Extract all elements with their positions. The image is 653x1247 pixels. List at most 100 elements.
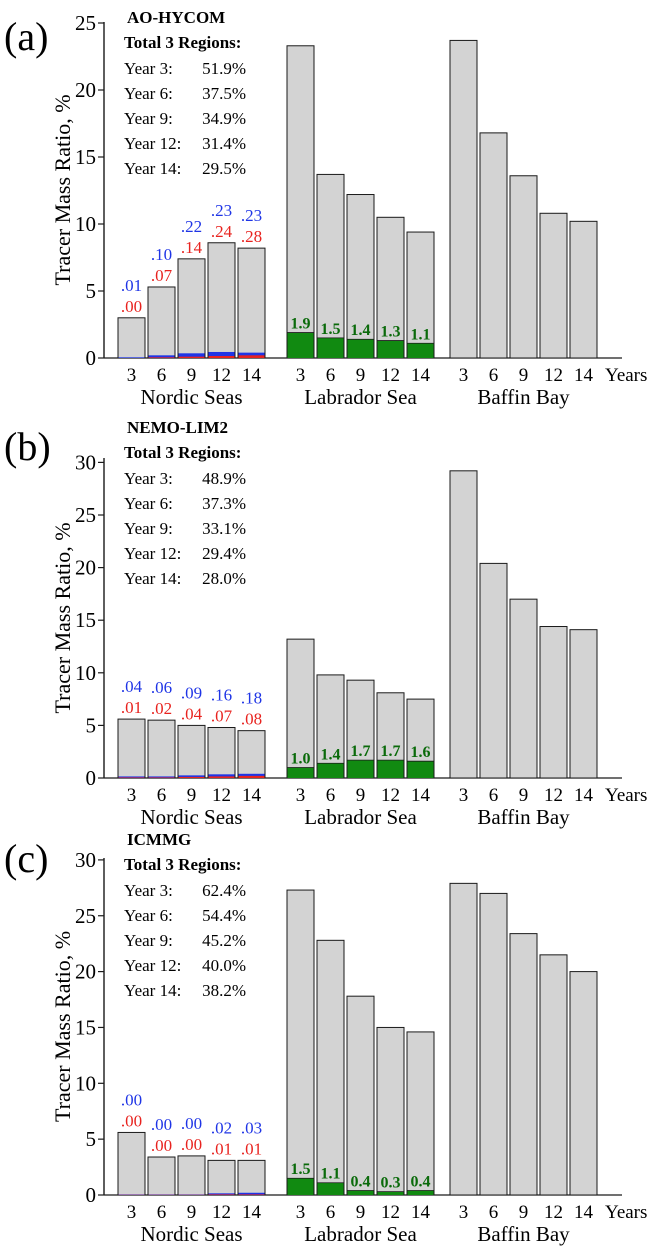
x-tick-label: 14 (242, 785, 262, 806)
bar (479, 132, 508, 359)
summary-year-value: 29.5% (202, 159, 246, 178)
bar (147, 719, 176, 779)
y-tick-label: 25 (75, 503, 96, 527)
summary-year-value: 40.0% (202, 956, 246, 975)
bar (177, 1155, 206, 1196)
y-tick-label: 25 (75, 904, 96, 928)
group-label: Nordic Seas (140, 805, 242, 829)
bar-red-segment (208, 1194, 235, 1195)
summary-year-label: Year 3: (124, 469, 173, 488)
x-tick-label: 6 (326, 365, 336, 386)
bar-red-segment (178, 356, 205, 358)
bar-green-segment (407, 1190, 434, 1195)
bar-green-segment (377, 760, 404, 778)
x-tick-label: 6 (489, 785, 499, 806)
bar (509, 933, 538, 1196)
y-tick-label: 15 (75, 145, 96, 169)
x-tick-label: 12 (212, 785, 231, 806)
x-axis-label: Years (605, 365, 647, 386)
x-tick-label: 14 (242, 1202, 262, 1223)
bar-red-segment (208, 355, 235, 358)
green-data-label: 1.4 (351, 322, 371, 339)
y-tick-label: 0 (86, 766, 97, 790)
x-tick-label: 3 (459, 365, 469, 386)
bar-green-segment (407, 761, 434, 778)
summary-year-label: Year 9: (124, 109, 173, 128)
blue-data-label: .09 (181, 683, 202, 702)
x-tick-label: 12 (212, 365, 231, 386)
x-tick-label: 12 (544, 1202, 563, 1223)
summary-year-label: Year 14: (124, 569, 181, 588)
red-data-label: .14 (181, 238, 203, 257)
x-tick-label: 6 (489, 1202, 499, 1223)
x-axis-label: Years (605, 1202, 647, 1223)
x-tick-label: 6 (326, 785, 336, 806)
green-data-label: 1.7 (351, 743, 371, 760)
y-tick-label: 15 (75, 608, 96, 632)
summary-year-value: 54.4% (202, 906, 246, 925)
x-tick-label: 9 (519, 365, 529, 386)
x-tick-label: 9 (187, 365, 197, 386)
bar (316, 674, 345, 779)
bar (479, 562, 508, 779)
bar (569, 220, 598, 359)
x-tick-label: 14 (574, 785, 594, 806)
panel-label: (a) (4, 14, 48, 59)
summary-heading: Total 3 Regions: (124, 855, 241, 874)
bar-blue-segment (208, 774, 235, 778)
bar (117, 317, 146, 359)
summary-year-value: 45.2% (202, 931, 246, 950)
bar (449, 882, 478, 1196)
y-tick-label: 30 (75, 450, 96, 474)
x-tick-label: 6 (157, 785, 167, 806)
panel-label: (c) (4, 836, 48, 881)
x-tick-label: 3 (296, 365, 306, 386)
red-data-label: .07 (211, 707, 233, 726)
x-tick-label: 6 (157, 1202, 167, 1223)
bar (449, 39, 478, 359)
x-tick-label: 12 (212, 1202, 231, 1223)
x-tick-label: 12 (381, 785, 400, 806)
chart-panel-nemo-lim2: (b) Tracer Mass Ratio, % 0 5 10 15 20 25 30 NEMO-… (4, 418, 647, 829)
x-tick-label: 3 (127, 365, 137, 386)
x-tick-label: 3 (127, 1202, 137, 1223)
green-data-label: 1.6 (411, 744, 431, 761)
bar-red-segment (238, 355, 265, 358)
bar (539, 626, 568, 779)
bar (177, 258, 206, 359)
bar (177, 724, 206, 779)
group-label: Baffin Bay (477, 1222, 570, 1246)
summary-year-value: 28.0% (202, 569, 246, 588)
x-tick-label: 9 (519, 785, 529, 806)
summary-year-label: Year 12: (124, 956, 181, 975)
y-tick-label: 15 (75, 1015, 96, 1039)
summary-year-label: Year 9: (124, 519, 173, 538)
red-data-label: .00 (121, 297, 142, 316)
summary-year-value: 62.4% (202, 881, 246, 900)
y-tick-label: 5 (86, 279, 97, 303)
blue-data-label: .06 (151, 678, 172, 697)
model-title: AO-HYCOM (127, 8, 225, 27)
bar (449, 470, 478, 779)
green-data-label: 0.4 (351, 1174, 371, 1191)
summary-year-value: 34.9% (202, 109, 246, 128)
blue-data-label: .00 (121, 1090, 142, 1109)
bar (237, 730, 266, 779)
bar (346, 194, 375, 359)
bar (207, 242, 236, 359)
x-tick-label: 9 (519, 1202, 529, 1223)
group-label: Labrador Sea (304, 385, 417, 409)
bar-blue-segment (118, 776, 145, 778)
bar (509, 598, 538, 779)
blue-data-label: .10 (151, 245, 172, 264)
summary-year-label: Year 3: (124, 59, 173, 78)
y-tick-label: 30 (75, 848, 96, 872)
bar-green-segment (347, 1190, 374, 1195)
bar (376, 1026, 405, 1196)
bar-blue-segment (148, 355, 175, 358)
bar-blue-segment (118, 1194, 145, 1195)
summary-year-value: 38.2% (202, 981, 246, 1000)
red-data-label: .01 (241, 1139, 262, 1158)
blue-data-label: .23 (241, 206, 262, 225)
